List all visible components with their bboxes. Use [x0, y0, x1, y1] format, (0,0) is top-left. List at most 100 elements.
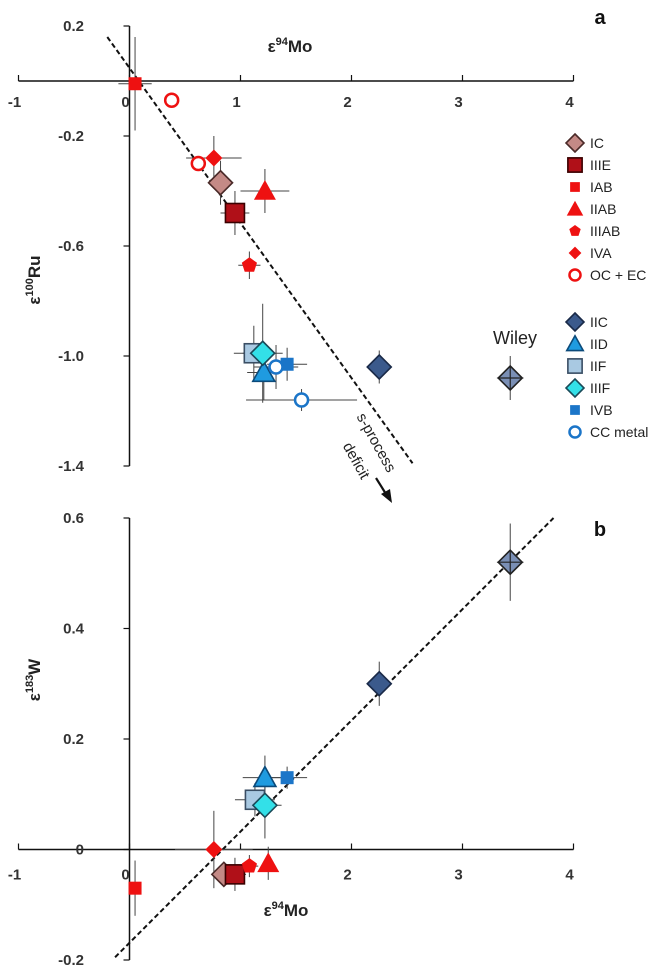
- legend-marker-iiiab: [569, 225, 581, 236]
- panel-b-x-axis-label-base: ε: [264, 901, 272, 920]
- panel-a-point-oc-ec: [163, 92, 180, 108]
- panel-a-point-cc-metal-shape: [293, 392, 310, 408]
- legend-marker-iiab: [566, 200, 584, 216]
- panel-a-point-oc-ec: [190, 155, 207, 172]
- panel-a-x-tick-label: 3: [454, 94, 462, 111]
- legend-marker-ic-shape: [564, 132, 586, 154]
- panel-a-x-axis-label-base: ε: [268, 37, 276, 56]
- panel-a-y-tick-label: -1.4: [58, 458, 85, 475]
- panel-a-trendline: [106, 36, 414, 464]
- panel-a-point-iiie: [224, 202, 246, 224]
- panel-a-y-axis-label-sup: 100: [24, 278, 36, 296]
- legend-label-oc-ec: OC + EC: [590, 267, 646, 283]
- legend-marker-iif-shape: [567, 358, 583, 374]
- legend-label-iiiab: IIIAB: [590, 223, 620, 239]
- panel-b-x-tick-label: -1: [8, 867, 21, 884]
- panel-b-point-iiab: [257, 852, 280, 873]
- legend-label-ic: IC: [590, 135, 604, 151]
- legend-marker-iif: [567, 358, 583, 374]
- legend-marker-iab: [570, 182, 580, 192]
- panel-a-x-axis-label-rest: Mo: [288, 37, 313, 56]
- legend-marker-iva: [568, 246, 582, 260]
- panel-a-y-tick-label: -1.0: [58, 348, 84, 365]
- legend-label-iiif: IIIF: [590, 380, 610, 396]
- panel-b-x-tick-label: 0: [121, 867, 129, 884]
- panel-a-point-ic: [207, 169, 234, 196]
- panel-b-point-iab: [128, 881, 142, 895]
- legend-marker-iiab-shape: [566, 200, 584, 216]
- legend-marker-iid-shape: [565, 334, 585, 352]
- panel-b-point-iid: [252, 765, 278, 788]
- panel-b-point-iiie-shape: [224, 864, 246, 885]
- panel-b-y-tick-label: 0.4: [63, 621, 85, 638]
- panel-a-point-ivb: [280, 357, 294, 371]
- panel-b-y-tick-label: 0.6: [63, 510, 84, 527]
- panel-b-point-iiab-shape: [257, 852, 280, 873]
- legend-marker-iid: [565, 334, 585, 352]
- panel-b-y-tick-label: 0: [76, 842, 84, 859]
- panel-a-point-iiif: [249, 340, 276, 367]
- panel-b-x-axis-label: ε94Mo: [264, 900, 309, 920]
- panel-b-point-iiif: [251, 792, 279, 819]
- panel-b-point-iva-shape: [205, 841, 223, 858]
- legend-label-cc-metal: CC metal: [590, 424, 648, 440]
- panel-a-group: -1 0 1 2 3 40.2-0.2-0.6-1.0-1.4ε94Moε100RuaWi…: [8, 7, 606, 503]
- panel-a-y-tick-label: -0.6: [58, 238, 84, 255]
- panel-b-point-iic: [366, 670, 393, 697]
- legend-marker-iab-shape: [570, 182, 580, 192]
- panel-a-x-axis-label-sup: 94: [276, 36, 289, 48]
- legend-label-iic: IIC: [590, 314, 608, 330]
- legend-marker-cc-metal: [568, 425, 582, 439]
- panel-b-point-iiiab-shape: [241, 858, 257, 873]
- panel-a-point-iic-shape: [366, 353, 393, 381]
- panel-a-y-axis-label-rest: Ru: [25, 255, 44, 278]
- panel-a-point-cc-metal: [293, 392, 310, 408]
- panel-a-point-oc-ec-shape: [190, 155, 207, 172]
- panel-a-x-tick-label: 1: [232, 94, 240, 111]
- legend-marker-iic-shape: [564, 311, 586, 333]
- legend-marker-cc-metal-shape: [568, 425, 582, 439]
- panel-a-point-iiiab: [241, 257, 257, 272]
- panel-a-point-cc-metal-shape: [268, 359, 284, 375]
- panel-b-point-iid-shape: [252, 765, 278, 788]
- legend-label-ivb: IVB: [590, 402, 613, 418]
- panel-b-point-iiie: [224, 864, 246, 885]
- legend-marker-iva-shape: [568, 246, 582, 260]
- legend-marker-ivb: [570, 405, 580, 415]
- panel-a-y-axis-label-base: ε: [25, 296, 44, 304]
- panel-b-x-axis-label-rest: Mo: [284, 901, 309, 920]
- panel-a-point-ivb-shape: [280, 357, 294, 371]
- panel-b-point-iiif-shape: [251, 792, 279, 819]
- panel-a-y-tick-label: 0.2: [63, 18, 84, 35]
- legend-label-iid: IID: [590, 336, 608, 352]
- panel-b-x-axis-label-sup: 94: [272, 900, 285, 912]
- panel-b-x-tick-label: 3: [454, 867, 462, 884]
- legend-marker-iiif: [564, 377, 586, 399]
- panel-a-y-tick-label: -0.2: [58, 128, 84, 145]
- legend-label-iif: IIF: [590, 358, 606, 374]
- panel-a-point-iiiab-shape: [241, 257, 257, 272]
- legend-label-iab: IAB: [590, 179, 613, 195]
- deficit-arrow-head: [381, 489, 392, 503]
- panel-a-point-iid: [251, 359, 277, 383]
- legend-marker-iiif-shape: [564, 377, 586, 399]
- panel-a-panel-letter: a: [594, 7, 606, 29]
- panel-a-point-oc-ec-shape: [163, 92, 180, 108]
- panel-a-point-ic-shape: [207, 169, 234, 196]
- panel-b-x-tick-label: 2: [343, 867, 351, 884]
- panel-b-y-axis-label-base: ε: [25, 693, 44, 701]
- panel-a-point-cc-metal: [268, 359, 284, 375]
- panel-a-point-iab: [128, 77, 142, 91]
- panel-b-point-ivb: [280, 771, 294, 785]
- panel-b-point-iva: [205, 841, 223, 858]
- legend-marker-iic: [564, 311, 586, 333]
- panel-a-x-axis-label: ε94Mo: [268, 36, 313, 56]
- panel-a-point-iiie-shape: [224, 202, 246, 224]
- panel-a-x-tick-label: 4: [565, 94, 574, 111]
- legend-marker-iiiab-shape: [569, 225, 581, 236]
- legend-label-iva: IVA: [590, 245, 612, 261]
- panel-a-x-tick-label: -1: [8, 94, 21, 111]
- panel-b-point-iiiab: [241, 858, 257, 873]
